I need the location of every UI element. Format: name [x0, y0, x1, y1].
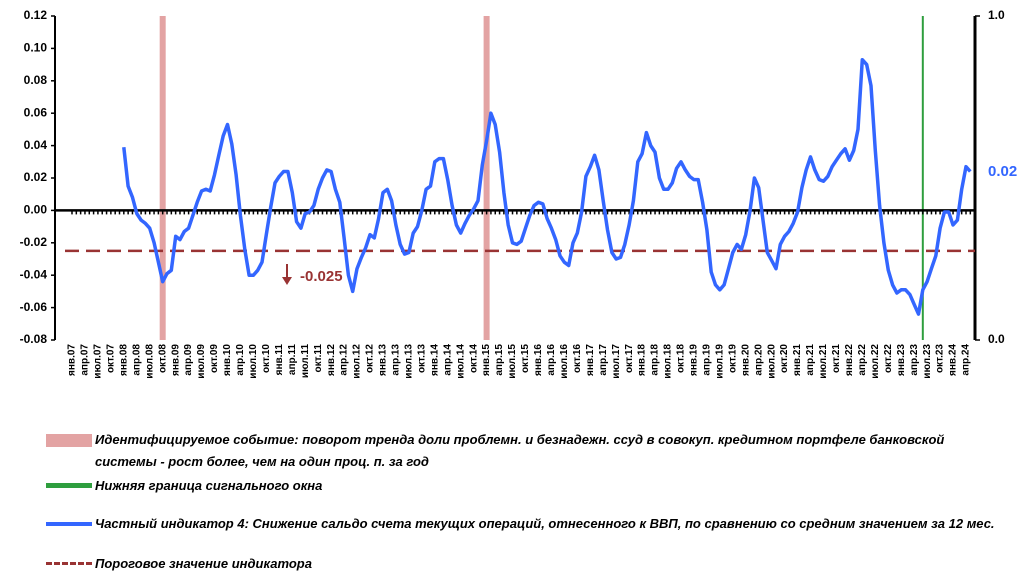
x-tick-label: окт.15 [520, 344, 531, 373]
y-tick-label: -0.02 [20, 235, 48, 249]
last-value-label: 0.02 [988, 163, 1017, 180]
x-tick-label: апр.19 [702, 344, 713, 376]
x-tick-label: янв.18 [637, 344, 648, 376]
x-tick-label: апр.21 [805, 344, 816, 376]
x-tick-label: янв.15 [481, 344, 492, 376]
x-tick-label: окт.21 [831, 344, 842, 373]
x-tick-label: июл.19 [714, 344, 725, 379]
x-tick-label: янв.10 [222, 344, 233, 376]
x-tick-label: янв.23 [896, 344, 907, 376]
x-tick-label: апр.12 [339, 344, 350, 376]
x-tick-label: июл.14 [455, 344, 466, 379]
y-tick-label: 0.12 [24, 8, 48, 22]
x-tick-label: янв.12 [326, 344, 337, 376]
event-band [159, 16, 166, 340]
x-tick-label: янв.17 [585, 344, 596, 376]
y-tick-label: 0.04 [24, 138, 48, 152]
legend-text: Частный индикатор 4: Снижение сальдо сче… [95, 516, 995, 531]
x-tick-label: июл.09 [196, 344, 207, 379]
x-tick-label: янв.24 [948, 344, 959, 376]
x-tick-label: июл.16 [559, 344, 570, 379]
x-tick-label: янв.22 [844, 344, 855, 376]
y-tick-label: 0.06 [24, 105, 48, 119]
x-tick-label: апр.14 [442, 344, 453, 376]
x-tick-label: апр.16 [546, 344, 557, 376]
threshold-label: -0.025 [300, 268, 343, 285]
x-tick-label: апр.20 [753, 344, 764, 376]
legend-swatch [46, 562, 92, 565]
y2-tick-label: 1.0 [988, 8, 1005, 22]
x-tick-label: апр.24 [961, 344, 972, 376]
x-tick-label: апр.11 [287, 344, 298, 375]
y-tick-label: 0.10 [24, 41, 48, 55]
chart: 0.12 0.10 0.08 0.06 0.04 0.02 0.00 -0.02 -0.04 -0… [20, 8, 1018, 379]
x-tick-label: июл.10 [248, 344, 259, 379]
legend-text: Пороговое значение индикатора [95, 556, 312, 571]
x-tick-label: июл.11 [300, 344, 311, 379]
x-tick-label: янв.21 [792, 344, 803, 376]
x-tick-label: июл.12 [352, 344, 363, 379]
x-tick-label: июл.18 [663, 344, 674, 379]
x-tick-label: апр.15 [494, 344, 505, 376]
x-tick-label: янв.16 [533, 344, 544, 376]
legend-text: Идентифицируемое событие: поворот тренда… [95, 432, 945, 469]
x-tick-label: окт.22 [883, 344, 894, 373]
x-tick-label: окт.12 [365, 344, 376, 373]
x-tick-label: апр.13 [391, 344, 402, 376]
x-tick-label: апр.08 [131, 344, 142, 376]
x-tick-label: янв.07 [67, 344, 78, 376]
annotation-arrow [282, 264, 292, 285]
x-tick-label: окт.10 [261, 344, 272, 373]
x-tick-label: июл.22 [870, 344, 881, 379]
x-tick-label: окт.17 [624, 344, 635, 373]
x-tick-label: июл.13 [404, 344, 415, 379]
x-tick-label: окт.16 [572, 344, 583, 373]
x-tick-label: июл.20 [766, 344, 777, 379]
y-tick-label: -0.06 [20, 300, 48, 314]
x-tick-label: янв.20 [740, 344, 751, 376]
x-tick-label: янв.11 [274, 344, 285, 376]
x-tick-label: апр.22 [857, 344, 868, 376]
x-tick-label: июл.07 [93, 344, 104, 379]
x-tick-label: янв.19 [689, 344, 700, 376]
series-line [122, 57, 972, 316]
x-tick-label: июл.08 [144, 344, 155, 379]
event-band [483, 16, 490, 340]
x-tick-label: окт.13 [416, 344, 427, 373]
x-tick-label: окт.11 [313, 344, 324, 373]
x-tick-label: апр.07 [80, 344, 91, 376]
x-tick-label: апр.10 [235, 344, 246, 376]
y-tick-label: 0.02 [24, 170, 48, 184]
x-tick-label: апр.17 [598, 344, 609, 376]
legend-swatch [46, 522, 92, 526]
x-tick-label: янв.09 [170, 344, 181, 376]
x-tick-label: июл.17 [611, 344, 622, 379]
y-tick-label: 0.00 [24, 203, 48, 217]
x-tick-label: янв.14 [429, 344, 440, 376]
y-tick-label: 0.08 [24, 73, 48, 87]
y-tick-label: -0.04 [20, 267, 48, 281]
x-tick-label: янв.08 [118, 344, 129, 376]
x-tick-label: окт.19 [727, 344, 738, 373]
x-tick-label: окт.23 [935, 344, 946, 373]
legend-swatch [46, 483, 92, 488]
x-tick-label: окт.08 [157, 344, 168, 373]
x-tick-label: окт.09 [209, 344, 220, 373]
x-tick-label: июл.23 [922, 344, 933, 379]
x-tick-label: окт.07 [106, 344, 117, 373]
x-tick-label: окт.18 [676, 344, 687, 373]
x-tick-label: окт.14 [468, 344, 479, 373]
legend-text: Нижняя граница сигнального окна [95, 478, 323, 493]
legend-swatch [46, 434, 92, 447]
x-tick-label: окт.20 [779, 344, 790, 373]
x-tick-label: янв.13 [378, 344, 389, 376]
y-tick-label: -0.08 [20, 332, 48, 346]
x-tick-label: апр.09 [183, 344, 194, 376]
x-tick-label: июл.21 [818, 344, 829, 379]
x-tick-label: апр.23 [909, 344, 920, 376]
x-tick-label: апр.18 [650, 344, 661, 376]
x-tick-label: июл.15 [507, 344, 518, 379]
y2-tick-label: 0.0 [988, 332, 1005, 346]
